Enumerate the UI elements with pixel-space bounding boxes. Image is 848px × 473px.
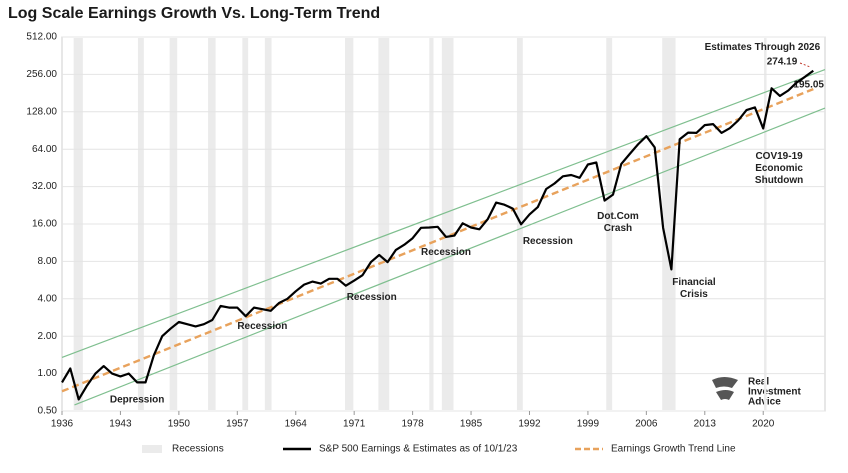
- chart-title: Log Scale Earnings Growth Vs. Long-Term …: [8, 5, 380, 22]
- end-label: 195.05: [793, 80, 824, 91]
- y-tick-label: 16.00: [32, 219, 57, 230]
- x-tick-label: 1992: [518, 419, 541, 430]
- channel-line: [61, 69, 826, 358]
- y-tick-label: 32.00: [32, 181, 57, 192]
- series-line: [61, 87, 814, 393]
- annotation-line: Recession: [523, 236, 573, 247]
- annotation: Financial Crisis: [672, 276, 716, 299]
- annotation-line: Financial: [672, 276, 716, 287]
- annotation: Recession: [523, 236, 573, 247]
- annotation-line: Economic: [755, 163, 803, 174]
- annotation-line: COV19-19: [755, 151, 803, 162]
- x-tick-label: 1964: [285, 419, 308, 430]
- annotation: Estimates Through 2026: [705, 42, 821, 53]
- annotation-line: Dot.Com: [597, 211, 639, 222]
- annotation-line: Shutdown: [755, 175, 803, 186]
- annotation: Dot.Com Crash: [597, 211, 639, 234]
- y-tick-label: 512.00: [26, 32, 57, 43]
- legend-swatch: [142, 445, 162, 453]
- annotation: Recession: [421, 247, 471, 258]
- legend: Recessions S&P 500 Earnings & Estimates a…: [142, 444, 736, 455]
- x-tick-label: 1957: [226, 419, 249, 430]
- annotation-line: Recession: [237, 321, 287, 332]
- x-tick-label: 2006: [635, 419, 658, 430]
- y-tick-label: 4.00: [38, 293, 58, 304]
- legend-label: Earnings Growth Trend Line: [611, 444, 736, 455]
- annotation: Depression: [110, 394, 164, 405]
- annotation-line: Estimates Through 2026: [705, 42, 821, 53]
- end-label-leader: [799, 62, 810, 68]
- x-tick-label: 1999: [577, 419, 600, 430]
- legend-label: Recessions: [172, 444, 224, 455]
- annotation-line: Crisis: [680, 288, 708, 299]
- annotation-line: Recession: [347, 292, 397, 303]
- y-tick-label: 8.00: [38, 256, 58, 267]
- y-tick-label: 128.00: [26, 106, 57, 117]
- y-tick-label: 64.00: [32, 144, 57, 155]
- x-tick-label: 1936: [51, 419, 74, 430]
- y-tick-label: 1.00: [38, 368, 58, 379]
- annotation: COV19-19 Economic Shutdown: [755, 151, 803, 186]
- x-tick-label: 1943: [109, 419, 132, 430]
- end-label: 274.19: [767, 56, 798, 67]
- x-tick-label: 1985: [460, 419, 483, 430]
- y-tick-label: 0.50: [38, 406, 58, 417]
- x-tick-label: 1978: [401, 419, 424, 430]
- logo-text: Real: [748, 377, 769, 388]
- logo-text: Investment: [748, 387, 801, 398]
- annotation: Recession: [347, 292, 397, 303]
- x-tick-label: 1950: [168, 419, 191, 430]
- series-line: [61, 69, 814, 401]
- channel-line: [74, 107, 826, 406]
- x-tick-label: 2020: [752, 419, 775, 430]
- legend-label: S&P 500 Earnings & Estimates as of 10/1/…: [319, 444, 518, 455]
- x-tick-label: 2013: [694, 419, 717, 430]
- y-tick-label: 2.00: [38, 331, 58, 342]
- x-tick-label: 1971: [343, 419, 366, 430]
- annotation-line: Depression: [110, 394, 164, 405]
- annotation-line: Recession: [421, 247, 471, 258]
- y-tick-label: 256.00: [26, 69, 57, 80]
- logo-icon: [712, 377, 738, 400]
- annotation-line: Crash: [604, 223, 632, 234]
- annotation: Recession: [237, 321, 287, 332]
